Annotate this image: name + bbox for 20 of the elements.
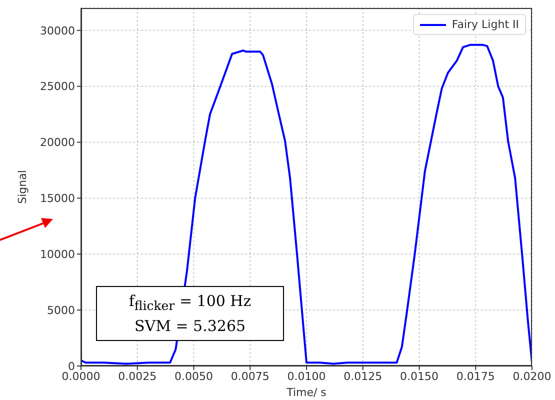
annotation: SVM = 5.3265 (133, 316, 247, 336)
x-tick-label: 0.0150 (400, 370, 438, 383)
y-tick-label: 20000 (40, 136, 75, 150)
y-tick-label: 10000 (40, 248, 75, 262)
x-tick-label: 0.0025 (118, 370, 157, 383)
x-tick-label: 0.0175 (456, 370, 495, 383)
x-tick-label: 0.0075 (230, 370, 270, 383)
text-box: f$_{flicker}$ = 100 Hz SVM = 5.3265 (96, 286, 284, 341)
x-tick-label: 0.0125 (344, 370, 382, 383)
y-tick-label: 15000 (40, 192, 75, 206)
y-tick-label: 25000 (40, 80, 75, 94)
legend-label: Fairy Light II (452, 18, 519, 31)
x-tick-label: 0.0050 (174, 370, 213, 383)
x-tick-label: 0.0100 (287, 370, 326, 383)
y-axis-title: Signal (16, 170, 29, 204)
x-tick-label: 0.0200 (512, 370, 552, 383)
y-tick-label: 30000 (40, 24, 75, 38)
x-axis-title: Time/ s (286, 386, 327, 399)
y-tick-label: 5000 (47, 304, 75, 317)
annotation: f$_{flicker}$ = 100 Hz (128, 291, 252, 315)
